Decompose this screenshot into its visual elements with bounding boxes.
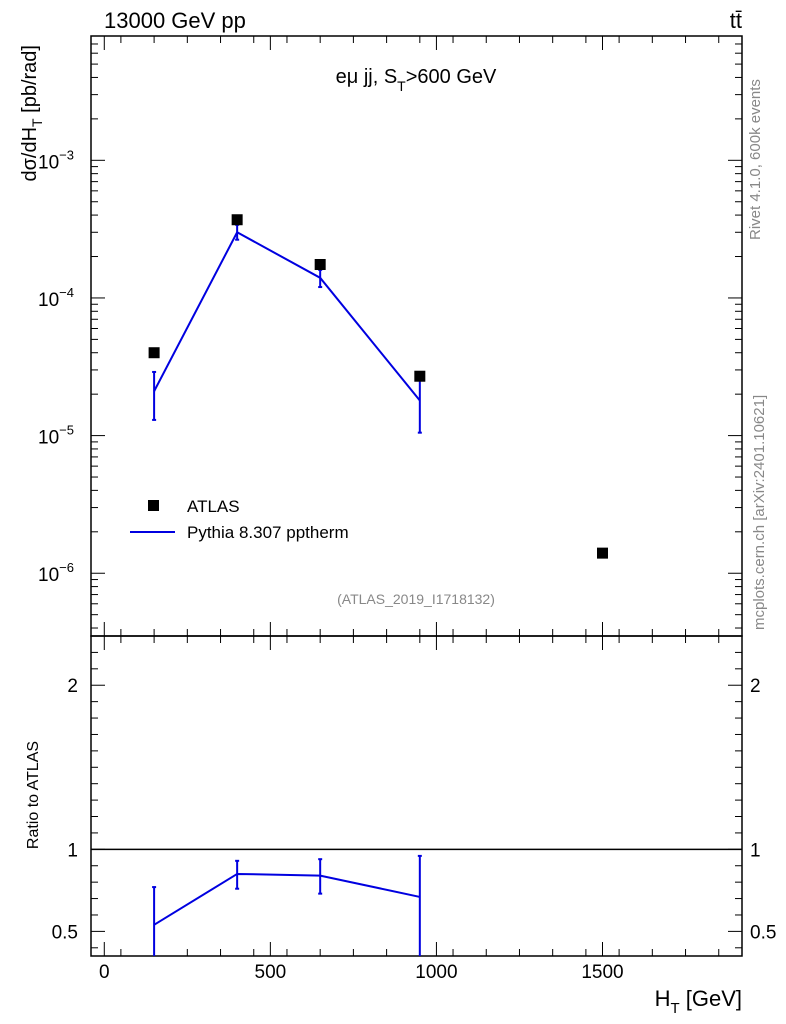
legend-pythia-label: Pythia 8.307 pptherm xyxy=(187,523,349,542)
x-tick-label: 0 xyxy=(99,962,110,983)
ratio-axis-ticks: 0 500 1000 1500 0.5 0.5 1 1 2 2 xyxy=(52,635,776,983)
x-label-tail: [GeV] xyxy=(680,986,742,1011)
energy-label: 13000 GeV pp xyxy=(104,8,246,33)
ratio-y-tick-label-right: 2 xyxy=(750,676,761,697)
main-axis-ticks: 10−3 10−4 10−5 10−6 xyxy=(38,35,742,636)
y-tick-label: 10−4 xyxy=(38,285,74,311)
process-label: tt̄ xyxy=(730,8,742,33)
ratio-y-tick-label: 0.5 xyxy=(52,922,78,943)
mcplots-source-label: mcplots.cern.ch [arXiv:2401.10621] xyxy=(751,395,768,630)
ratio-plot-series xyxy=(91,848,742,956)
legend-atlas-label: ATLAS xyxy=(187,497,240,516)
x-tick-label: 1500 xyxy=(581,962,623,983)
main-y-axis-label: dσ/dHT [pb/rad] xyxy=(19,45,45,182)
atlas-data-point xyxy=(414,370,426,382)
main-y-label-main: dσ/dH xyxy=(19,127,41,182)
x-tick-label: 500 xyxy=(255,962,287,983)
ratio-pythia-line xyxy=(153,872,421,926)
atlas-data-point xyxy=(597,547,608,559)
y-tick-label: 10−3 xyxy=(38,147,74,173)
main-y-label-tail: [pb/rad] xyxy=(19,45,41,118)
plot-title-tail: >600 GeV xyxy=(406,66,497,88)
main-y-label-sub: T xyxy=(29,118,45,127)
atlas-data-point xyxy=(148,347,160,359)
x-label-main: H xyxy=(655,986,671,1011)
legend-atlas-marker xyxy=(148,500,159,511)
main-plot-series xyxy=(148,214,608,559)
atlas-data-point xyxy=(314,258,326,270)
rivet-version-label: Rivet 4.1.0, 600k events xyxy=(747,79,764,240)
ratio-y-tick-label-right: 1 xyxy=(750,840,761,861)
plot-title-main: eμ jj, S xyxy=(336,66,398,88)
ratio-y-tick-label: 1 xyxy=(67,840,78,861)
pythia-line xyxy=(153,230,421,402)
ratio-y-tick-label-right: 0.5 xyxy=(750,922,776,943)
x-label-sub: T xyxy=(670,1000,679,1017)
x-axis-label: HT [GeV] xyxy=(655,986,742,1017)
x-tick-label: 1000 xyxy=(415,962,457,983)
ratio-y-tick-label: 2 xyxy=(67,676,78,697)
plot-title: eμ jj, ST>600 GeV xyxy=(336,66,497,94)
plot-title-sub: T xyxy=(397,78,406,94)
ratio-plot-frame xyxy=(90,635,743,957)
y-tick-label: 10−5 xyxy=(38,423,74,449)
main-plot-frame xyxy=(90,35,743,637)
y-tick-label: 10−6 xyxy=(38,560,74,586)
ratio-y-axis-label: Ratio to ATLAS xyxy=(25,741,42,849)
atlas-data-point xyxy=(231,214,243,226)
analysis-label: (ATLAS_2019_I1718132) xyxy=(337,591,495,607)
